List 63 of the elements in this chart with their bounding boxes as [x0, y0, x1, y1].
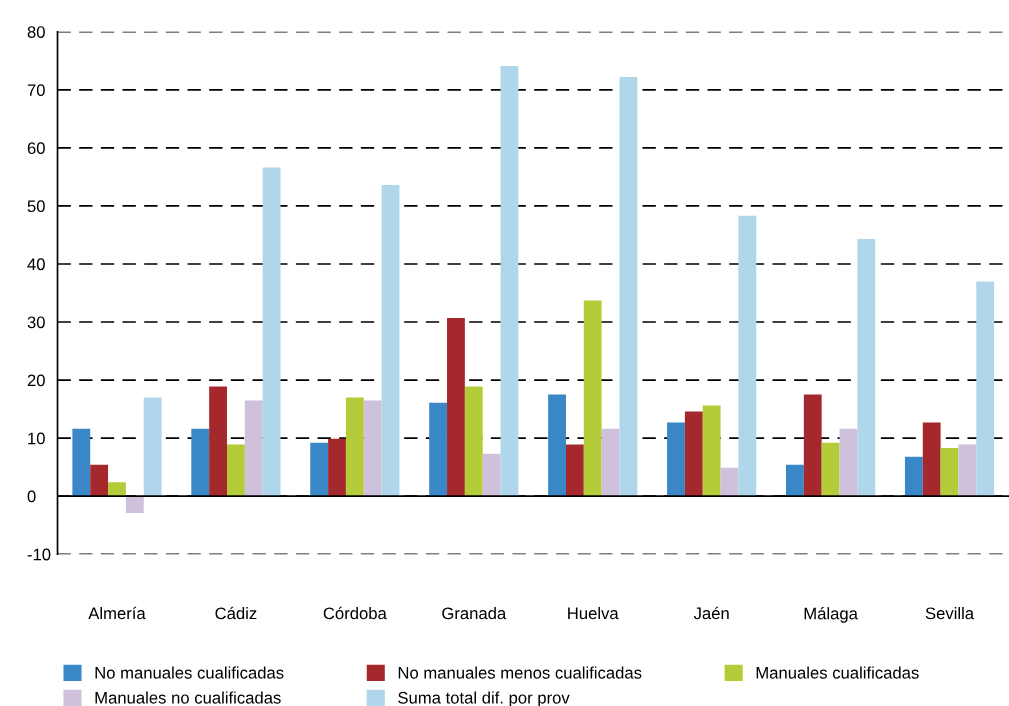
- bar: [227, 444, 245, 497]
- bar: [447, 317, 465, 497]
- x-tick-label: Sevilla: [925, 606, 975, 620]
- bar: [328, 438, 346, 497]
- bar: [548, 394, 566, 497]
- bar: [244, 400, 263, 497]
- legend-label: Manuales cualificadas: [756, 666, 919, 679]
- bar: [702, 405, 721, 497]
- y-tick-label: 70: [27, 84, 45, 97]
- y-tick-label: 20: [27, 374, 45, 387]
- bar: [857, 239, 876, 497]
- x-tick-label: Cádiz: [215, 606, 257, 620]
- bar: [125, 496, 144, 513]
- bar: [381, 185, 400, 497]
- bar: [429, 402, 448, 497]
- bar: [958, 444, 977, 497]
- bar: [738, 215, 757, 497]
- bar: [90, 464, 109, 497]
- bar: [464, 386, 483, 497]
- bar: [720, 467, 739, 497]
- bar: [976, 281, 995, 497]
- y-tick-label: 10: [28, 432, 45, 445]
- y-tick-label: 30: [27, 316, 45, 329]
- legend-label: No manuales cualificadas: [95, 666, 284, 679]
- bar: [667, 422, 685, 497]
- bar: [262, 167, 281, 497]
- y-tick-label: -10: [27, 548, 51, 561]
- bar: [786, 464, 804, 497]
- bar: [209, 386, 227, 497]
- bar: [310, 442, 329, 497]
- bar: [345, 397, 364, 497]
- bar: [803, 394, 822, 497]
- x-tick-label: Granada: [442, 606, 507, 620]
- bar: [922, 422, 941, 497]
- bar: [904, 456, 923, 497]
- x-tick-label: Huelva: [568, 606, 619, 620]
- bar: [684, 411, 703, 497]
- y-tick-label: 60: [27, 142, 45, 155]
- legend-label: Manuales no cualificadas: [95, 691, 281, 704]
- bar: [363, 400, 382, 497]
- bar: [191, 428, 210, 497]
- bar: [619, 77, 638, 497]
- y-tick-label: 0: [27, 490, 36, 503]
- legend-label: No manuales menos cualificadas: [398, 666, 642, 679]
- y-tick-label: 50: [27, 200, 45, 213]
- y-tick-label: 80: [27, 26, 45, 38]
- y-tick-label: 40: [27, 258, 45, 271]
- bar: [500, 66, 519, 497]
- bar: [108, 482, 126, 497]
- bar: [143, 397, 162, 497]
- bar: [72, 428, 91, 497]
- bar: [565, 444, 584, 497]
- x-tick-label: Almería: [88, 606, 146, 620]
- x-tick-label: Málaga: [804, 606, 858, 623]
- legend-label: Suma total dif. por prov: [398, 691, 570, 706]
- bar: [482, 453, 501, 497]
- bar: [940, 447, 959, 497]
- x-tick-label: Jaén: [693, 606, 729, 620]
- bar: [601, 428, 620, 497]
- bar: [839, 428, 858, 497]
- bar: [583, 300, 602, 497]
- bar: [821, 442, 840, 497]
- x-tick-label: Córdoba: [323, 606, 387, 620]
